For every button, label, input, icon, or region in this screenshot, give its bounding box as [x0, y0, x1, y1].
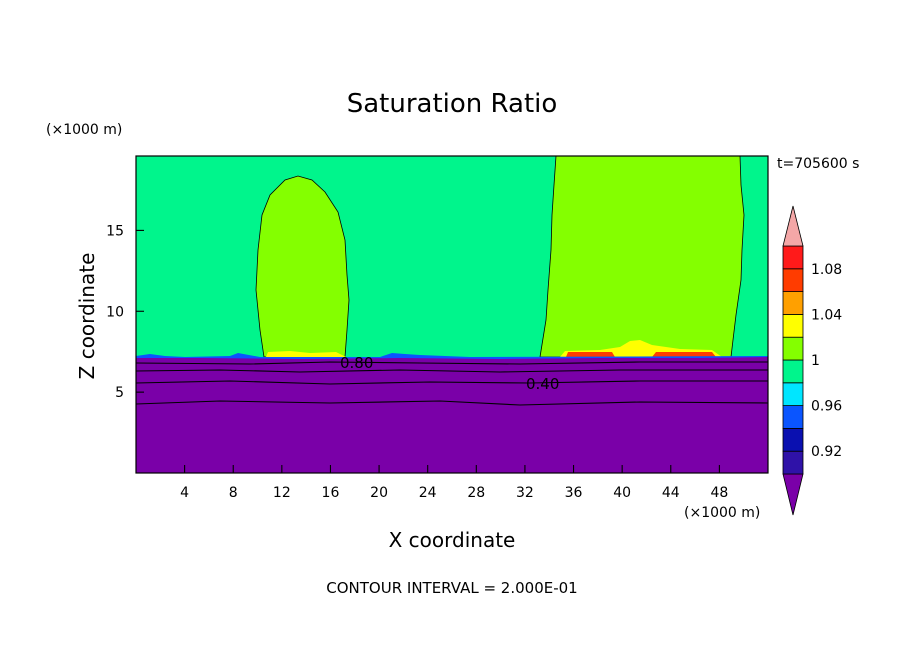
colorbar-segment — [782, 336, 804, 361]
moist-column-left — [255, 175, 350, 358]
x-tick-label: 40 — [613, 485, 631, 501]
colorbar-segment — [782, 450, 804, 475]
time-label: t=705600 s — [777, 156, 859, 172]
y-tick-label: 10 — [106, 304, 124, 320]
x-tick-label: 4 — [180, 485, 189, 501]
colorbar: 0.92 0.96 1 1.04 1.08 — [782, 205, 842, 516]
colorbar-segment — [782, 359, 804, 384]
colorbar-label: 0.96 — [811, 399, 842, 415]
colorbar-lower-extension — [782, 473, 804, 516]
contour-interval-footer: CONTOUR INTERVAL = 2.000E-01 — [326, 579, 577, 597]
x-tick-label: 36 — [565, 485, 583, 501]
colorbar-label: 0.92 — [811, 444, 842, 460]
colorbar-segment — [782, 313, 804, 338]
y-tick-label: 15 — [106, 223, 124, 239]
y-unit-label: (×1000 m) — [46, 122, 122, 138]
x-tick-label: 28 — [467, 485, 485, 501]
x-tick-label: 16 — [322, 485, 340, 501]
x-axis-label: X coordinate — [389, 528, 516, 552]
contour-label-0-80: 0.80 — [340, 354, 373, 372]
colorbar-segment — [782, 245, 804, 270]
colorbar-upper-extension — [782, 205, 804, 247]
x-tick-label: 44 — [662, 485, 680, 501]
moist-column-right — [539, 156, 745, 358]
x-tick-label: 32 — [516, 485, 534, 501]
x-tick-label: 20 — [370, 485, 388, 501]
x-axis-ticks: 4 8 12 16 20 24 28 32 36 40 44 48 — [180, 465, 728, 501]
contour-label-0-40: 0.40 — [526, 375, 559, 393]
y-tick-label: 5 — [115, 385, 124, 401]
colorbar-segment — [782, 427, 804, 452]
colorbar-segment — [782, 291, 804, 315]
x-tick-label: 8 — [229, 485, 238, 501]
colorbar-label: 1.04 — [811, 307, 842, 323]
supersaturation-spot-left — [266, 351, 346, 357]
x-tick-label: 12 — [273, 485, 291, 501]
y-axis-label: Z coordinate — [75, 253, 99, 380]
colorbar-label: 1.08 — [811, 262, 842, 278]
colorbar-segment — [782, 268, 804, 292]
subsaturated-layer — [136, 357, 768, 473]
x-tick-label: 24 — [419, 485, 437, 501]
x-unit-label: (×1000 m) — [684, 505, 760, 521]
chart-title: Saturation Ratio — [347, 89, 558, 119]
colorbar-segment — [782, 405, 804, 429]
colorbar-label: 1 — [811, 353, 820, 369]
x-tick-label: 48 — [710, 485, 728, 501]
plot-frame — [135, 155, 769, 474]
colorbar-segment — [782, 382, 804, 406]
y-axis-ticks: 5 10 15 — [106, 223, 144, 401]
supersaturation-core-right — [566, 352, 716, 357]
contour-lines — [136, 361, 768, 406]
